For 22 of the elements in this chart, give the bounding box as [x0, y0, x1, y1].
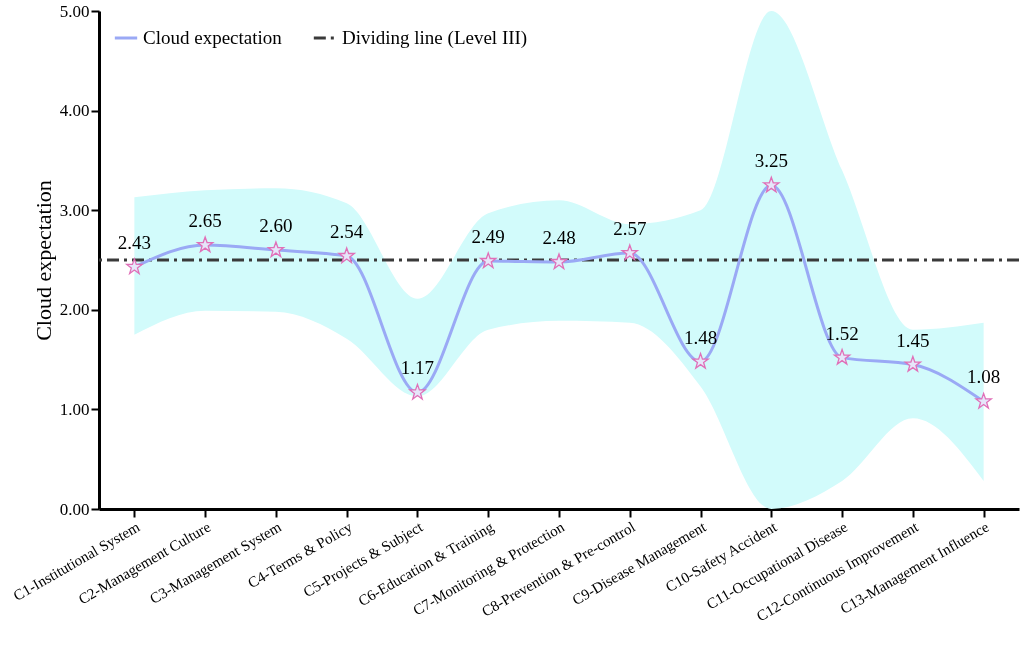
- data-label: 1.45: [896, 329, 930, 351]
- data-label: 2.54: [330, 221, 364, 243]
- y-tick-label: 4.00: [59, 101, 90, 121]
- y-tick-label: 3.00: [59, 200, 90, 220]
- data-label: 3.25: [754, 150, 788, 172]
- data-label: 2.43: [117, 231, 152, 253]
- data-label: 2.48: [542, 226, 576, 248]
- data-label: 2.65: [188, 210, 222, 232]
- legend-label: Cloud expectation: [143, 27, 283, 48]
- y-axis-title: Cloud expectation: [30, 180, 56, 341]
- legend-label: Dividing line (Level III): [342, 27, 528, 49]
- data-label: 2.60: [259, 215, 293, 237]
- data-label: 1.08: [966, 366, 1001, 388]
- data-label: 1.48: [683, 326, 718, 348]
- data-label: 2.49: [471, 226, 505, 247]
- y-tick-label: 2.00: [59, 300, 90, 320]
- y-tick-label: 5.00: [59, 1, 90, 21]
- data-label: 1.52: [825, 322, 859, 344]
- y-tick-label: 1.00: [59, 399, 90, 419]
- data-label: 1.17: [400, 357, 435, 379]
- y-tick-label: 0.00: [59, 499, 90, 519]
- data-label: 2.57: [613, 218, 647, 240]
